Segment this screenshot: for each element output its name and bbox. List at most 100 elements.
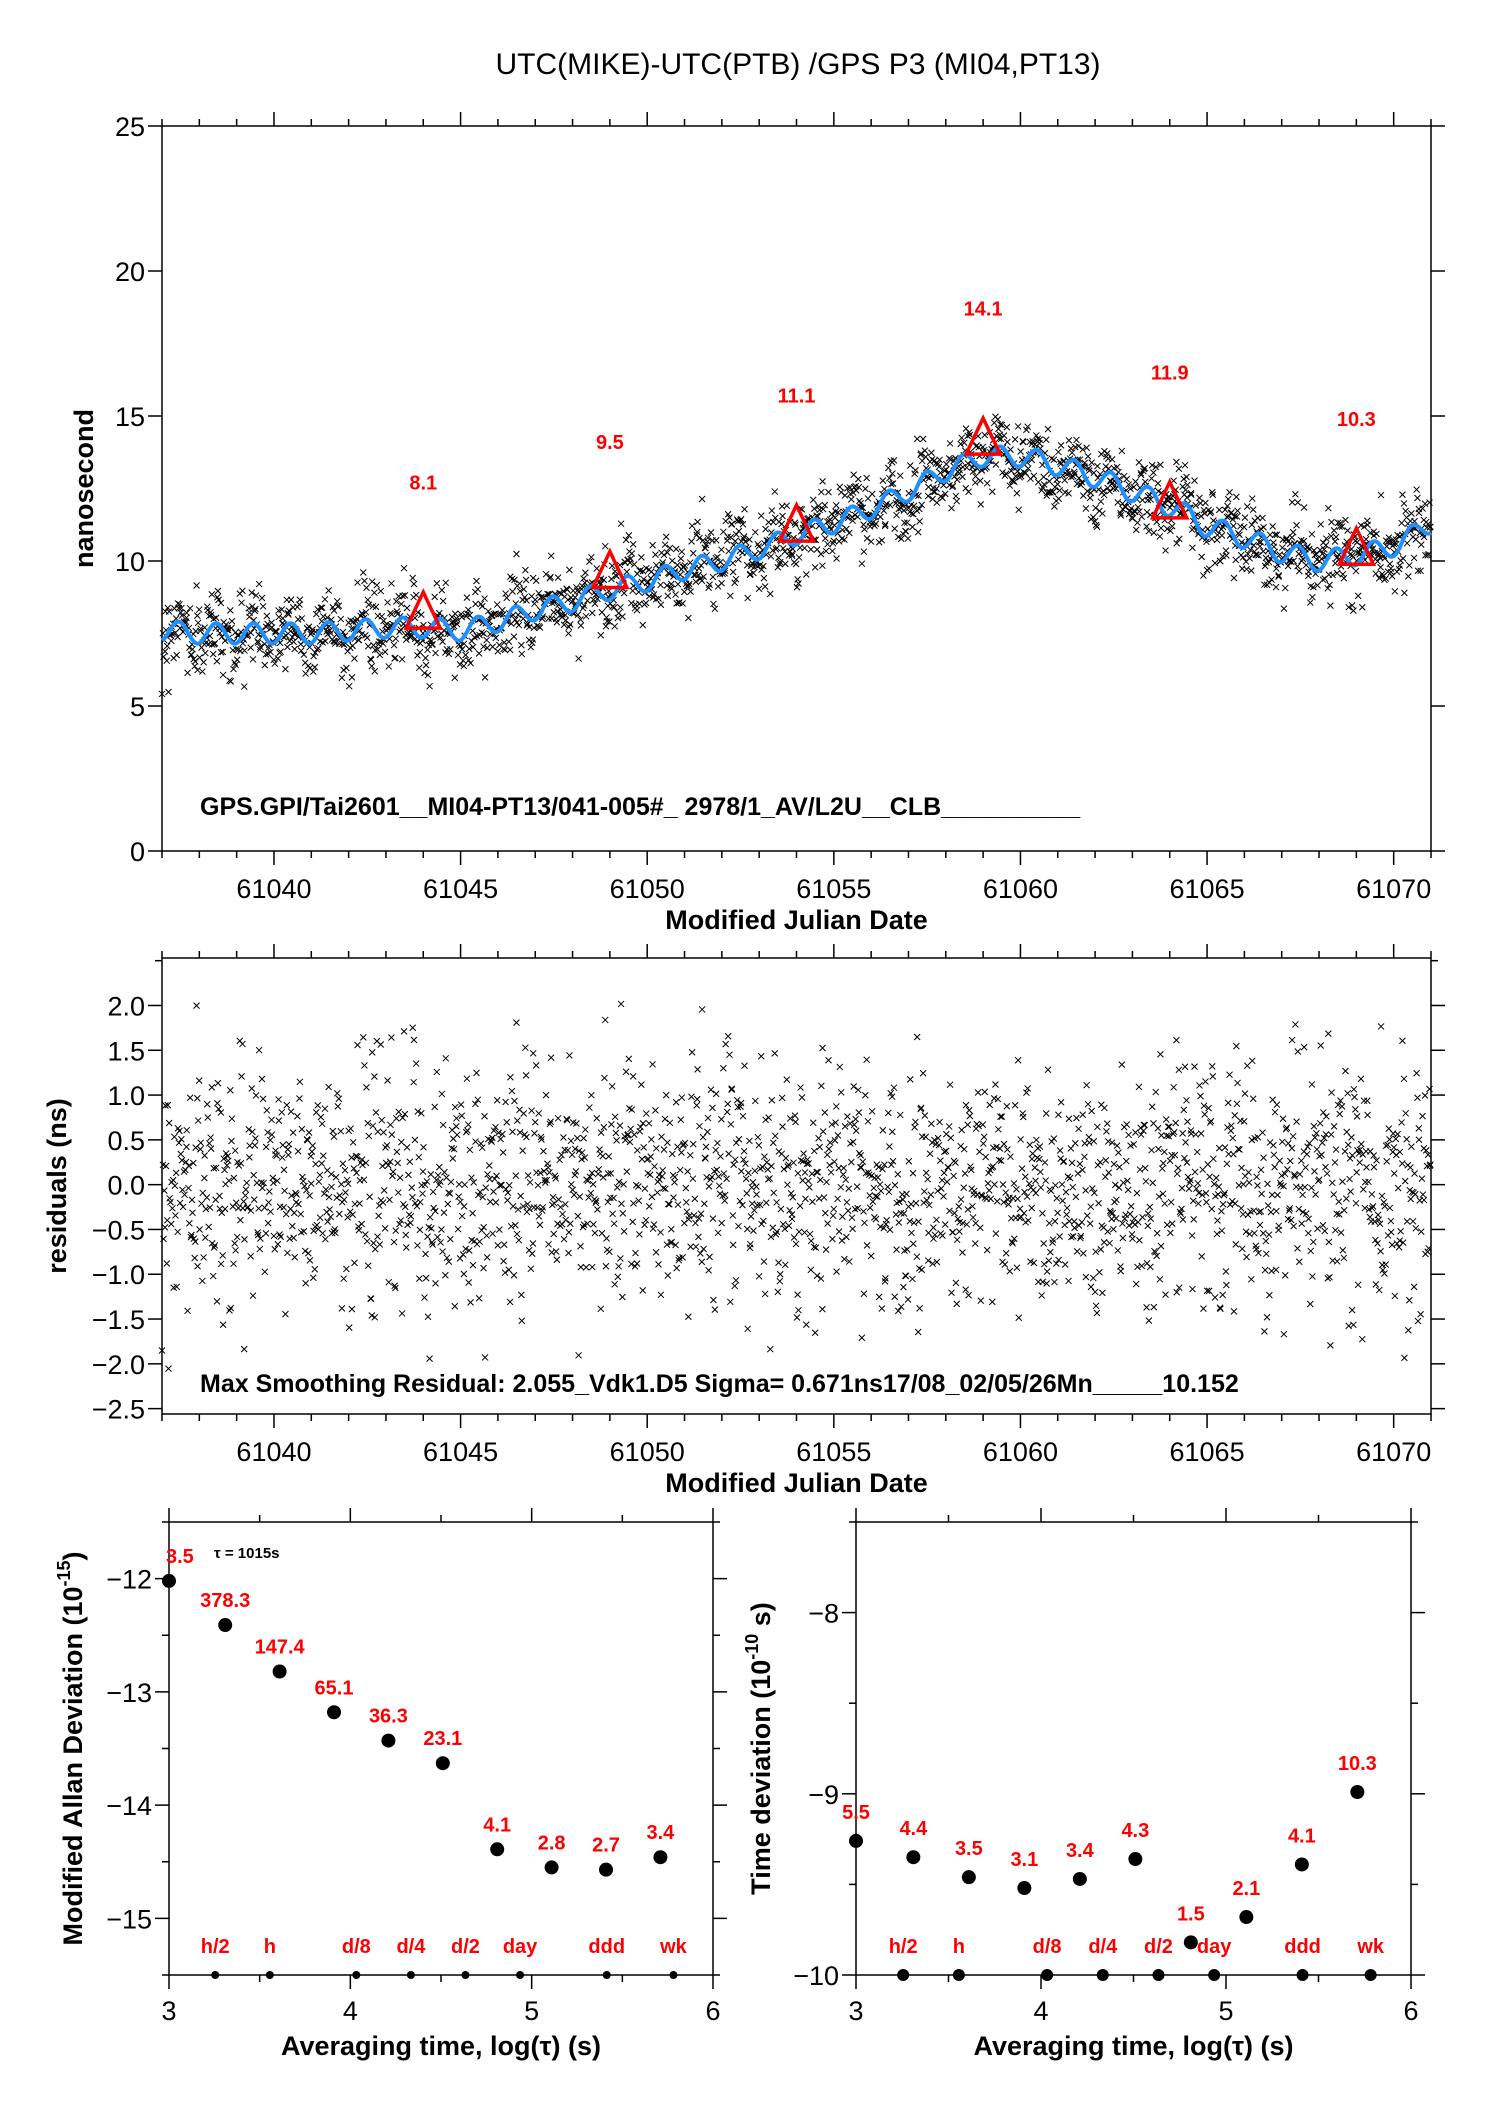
residual-point	[375, 1202, 383, 1209]
residual-point	[791, 1112, 799, 1119]
residual-point	[828, 1121, 836, 1128]
residual-point	[1183, 1096, 1190, 1104]
residual-point	[1265, 1231, 1273, 1239]
residual-point	[491, 1175, 498, 1183]
residual-point	[1191, 1063, 1198, 1071]
residual-point	[322, 1186, 330, 1193]
interval-label: h	[264, 1936, 276, 1958]
data-point	[1198, 553, 1206, 561]
y-tick-label: 1.5	[107, 1036, 145, 1066]
residual-point	[1198, 1191, 1206, 1199]
residual-point	[1087, 1203, 1095, 1211]
residual-point	[307, 1180, 315, 1187]
data-point	[1173, 458, 1180, 466]
y-axis-label: residuals (ns)	[42, 1098, 72, 1274]
data-point	[417, 611, 425, 619]
residual-point	[872, 1215, 880, 1223]
data-point	[1106, 487, 1113, 495]
residual-point	[250, 1196, 258, 1203]
residual-point	[1407, 1164, 1414, 1171]
residual-point	[531, 1118, 539, 1126]
residual-point	[636, 1230, 643, 1238]
data-point	[758, 566, 765, 573]
residual-point	[710, 1296, 717, 1304]
residual-point	[240, 1198, 248, 1205]
residual-point	[713, 1166, 721, 1174]
residual-point	[559, 1210, 566, 1218]
residual-point	[321, 1105, 329, 1113]
residual-point	[258, 1184, 266, 1192]
marker-label: 9.5	[596, 432, 624, 454]
residual-point	[911, 1123, 918, 1131]
data-point	[410, 580, 418, 588]
residual-point	[829, 1235, 836, 1243]
data-point	[1127, 485, 1134, 493]
residual-point	[1381, 1270, 1388, 1277]
data-label: 36.3	[369, 1706, 408, 1728]
data-point	[819, 562, 826, 570]
residual-point	[447, 1178, 455, 1186]
residual-point	[992, 1081, 999, 1088]
residual-point	[605, 1153, 613, 1160]
residual-point	[364, 1119, 372, 1127]
data-point	[361, 577, 368, 585]
data-point	[349, 642, 356, 650]
residual-point	[613, 1137, 620, 1144]
residual-point	[429, 1241, 436, 1248]
data-point	[706, 581, 713, 589]
residual-point	[1340, 1206, 1348, 1214]
residual-point	[693, 1095, 701, 1103]
residual-point	[1350, 1321, 1357, 1329]
residual-point	[561, 1200, 569, 1208]
data-point	[1358, 603, 1366, 611]
residual-point	[1344, 1141, 1352, 1149]
residual-point	[390, 1238, 398, 1246]
residual-point	[1217, 1305, 1224, 1313]
residual-point	[369, 1122, 377, 1130]
residual-point	[1377, 1023, 1385, 1030]
data-point	[1007, 467, 1015, 475]
residual-point	[1248, 1057, 1256, 1065]
residual-point	[1116, 1163, 1123, 1171]
y-tick-label: −2.0	[92, 1350, 145, 1380]
data-point	[207, 611, 215, 619]
data-point	[882, 502, 890, 510]
residual-point	[1218, 1227, 1226, 1235]
residual-point	[943, 1178, 951, 1186]
residual-point	[434, 1233, 441, 1241]
residual-point	[359, 1161, 366, 1169]
residual-point	[182, 1158, 190, 1166]
data-point	[652, 595, 660, 603]
data-point	[202, 649, 209, 657]
interval-label: wk	[1356, 1936, 1385, 1958]
data-point	[603, 617, 611, 625]
residual-point	[584, 1177, 592, 1185]
residual-point	[394, 1189, 402, 1196]
residual-point	[529, 1049, 537, 1057]
residual-point	[1230, 1308, 1238, 1315]
residual-point	[458, 1212, 466, 1220]
residual-point	[1232, 1241, 1240, 1248]
data-point	[210, 615, 218, 623]
residual-point	[1380, 1198, 1388, 1206]
residual-point	[634, 1183, 642, 1190]
residual-point	[348, 1154, 355, 1161]
residual-point	[771, 1132, 779, 1140]
data-point	[1281, 584, 1289, 592]
data-point	[475, 649, 483, 657]
residual-point	[374, 1233, 381, 1240]
data-point	[890, 457, 898, 464]
data-point	[1050, 456, 1058, 464]
data-point	[401, 592, 409, 599]
residual-point	[1174, 1164, 1182, 1172]
residual-point	[756, 1201, 764, 1209]
residual-point	[715, 1173, 722, 1180]
residual-point	[1325, 1238, 1333, 1246]
data-point	[1414, 567, 1422, 575]
residual-point	[1209, 1072, 1217, 1080]
residual-point	[589, 1180, 597, 1188]
residual-point	[273, 1152, 280, 1160]
residual-point	[1372, 1236, 1379, 1244]
residual-point	[314, 1102, 322, 1109]
data-point	[1224, 495, 1232, 503]
